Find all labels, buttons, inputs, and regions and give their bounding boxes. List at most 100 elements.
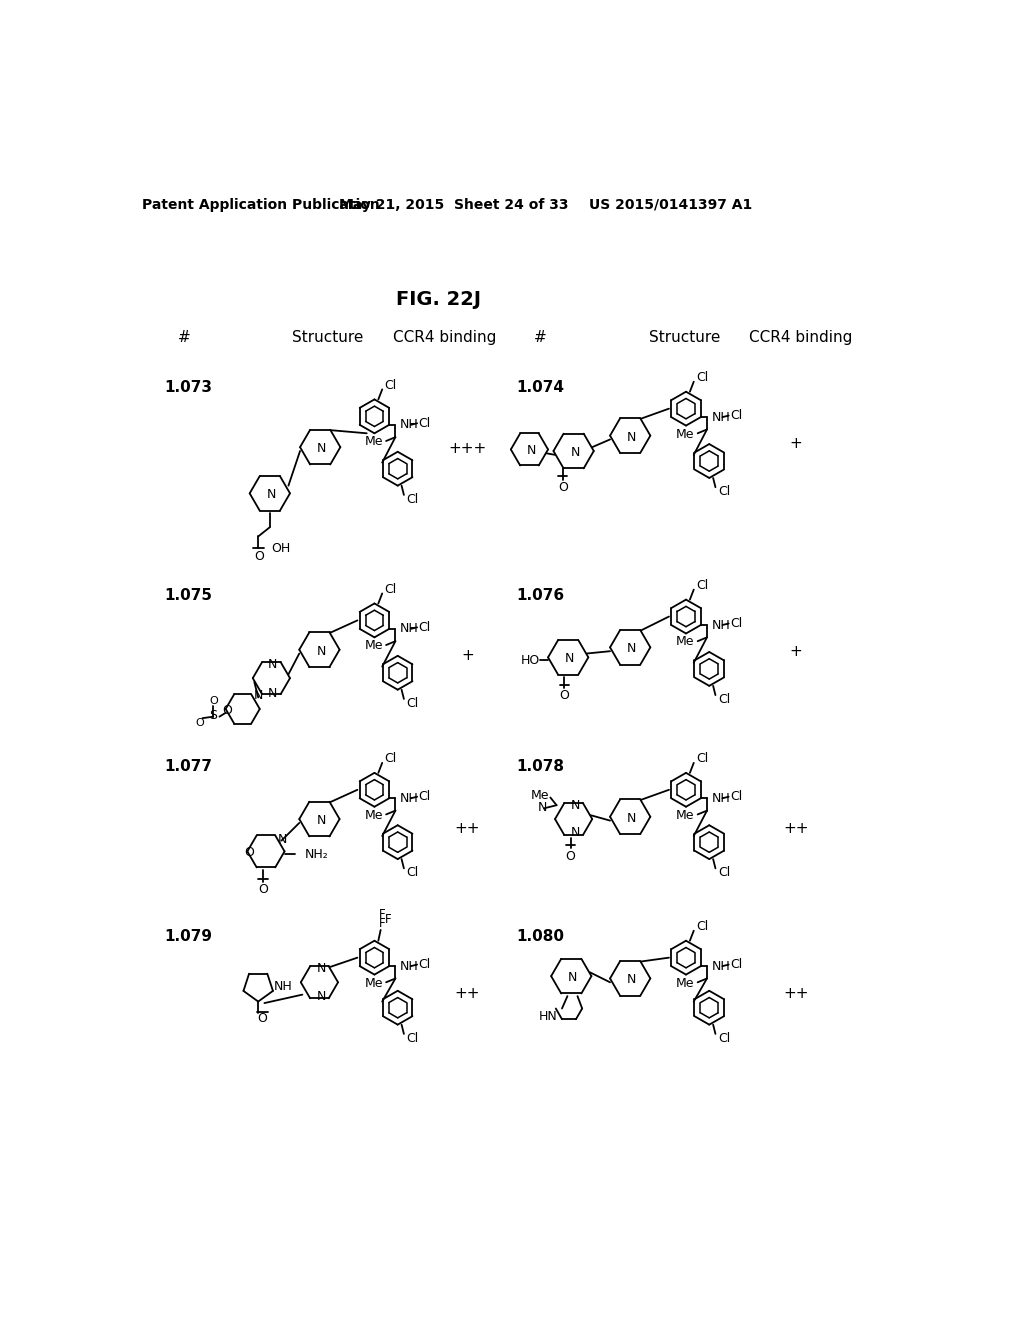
Text: Cl: Cl <box>419 958 431 972</box>
Text: Patent Application Publication: Patent Application Publication <box>142 198 380 211</box>
Text: 1.074: 1.074 <box>516 380 564 396</box>
Text: NH: NH <box>712 792 730 805</box>
Text: Cl: Cl <box>696 579 709 593</box>
Text: Cl: Cl <box>730 791 742 804</box>
Text: N: N <box>254 689 263 702</box>
Text: F: F <box>379 908 386 921</box>
Text: N: N <box>526 445 536 458</box>
Text: NH: NH <box>400 792 419 805</box>
Text: O: O <box>195 718 204 727</box>
Text: N: N <box>570 799 580 812</box>
Text: N: N <box>627 973 637 986</box>
Text: ++: ++ <box>783 821 809 836</box>
Text: Me: Me <box>365 809 383 822</box>
Text: N: N <box>568 972 578 985</box>
Text: Cl: Cl <box>385 379 396 392</box>
Text: May 21, 2015  Sheet 24 of 33: May 21, 2015 Sheet 24 of 33 <box>339 198 568 211</box>
Text: S: S <box>209 709 217 722</box>
Text: NH: NH <box>400 418 419 432</box>
Text: Me: Me <box>676 809 694 822</box>
Text: NH: NH <box>400 622 419 635</box>
Text: Me: Me <box>676 428 694 441</box>
Text: N: N <box>316 814 326 828</box>
Text: 1.077: 1.077 <box>165 759 212 775</box>
Text: O: O <box>558 482 567 495</box>
Text: N: N <box>316 990 326 1003</box>
Text: Cl: Cl <box>718 1032 730 1045</box>
Text: Cl: Cl <box>407 1032 419 1045</box>
Text: O: O <box>258 883 268 896</box>
Text: N: N <box>570 446 580 459</box>
Text: O: O <box>565 850 575 862</box>
Text: N: N <box>278 833 287 846</box>
Text: US 2015/0141397 A1: US 2015/0141397 A1 <box>589 198 752 211</box>
Text: Cl: Cl <box>419 620 431 634</box>
Text: Structure: Structure <box>649 330 720 345</box>
Text: Cl: Cl <box>730 958 742 972</box>
Text: 1.076: 1.076 <box>516 589 564 603</box>
Text: ++: ++ <box>783 986 809 1002</box>
Text: O: O <box>209 696 218 706</box>
Text: O: O <box>257 1012 267 1026</box>
Text: NH: NH <box>273 979 293 993</box>
Text: Me: Me <box>676 635 694 648</box>
Text: 1.073: 1.073 <box>165 380 212 396</box>
Text: N: N <box>268 686 278 700</box>
Text: Cl: Cl <box>407 697 419 710</box>
Text: O: O <box>254 550 264 564</box>
Text: NH₂: NH₂ <box>305 847 329 861</box>
Text: O: O <box>559 689 569 702</box>
Text: N: N <box>266 488 276 502</box>
Text: Cl: Cl <box>419 791 431 804</box>
Text: 1.079: 1.079 <box>165 928 212 944</box>
Text: Cl: Cl <box>718 693 730 706</box>
Text: NH: NH <box>712 960 730 973</box>
Text: Me: Me <box>365 639 383 652</box>
Text: F: F <box>379 917 386 931</box>
Text: N: N <box>627 812 637 825</box>
Text: CCR4 binding: CCR4 binding <box>749 330 852 345</box>
Text: Cl: Cl <box>385 583 396 597</box>
Text: +: + <box>461 648 474 663</box>
Text: Cl: Cl <box>696 752 709 766</box>
Text: Cl: Cl <box>730 616 742 630</box>
Text: N: N <box>570 826 580 840</box>
Text: N: N <box>565 652 574 665</box>
Text: Cl: Cl <box>718 486 730 499</box>
Text: NH: NH <box>712 619 730 631</box>
Text: ++: ++ <box>455 986 480 1002</box>
Text: #: # <box>534 330 547 345</box>
Text: O: O <box>222 704 232 717</box>
Text: Cl: Cl <box>696 920 709 933</box>
Text: Me: Me <box>530 789 549 803</box>
Text: 1.078: 1.078 <box>516 759 564 775</box>
Text: N: N <box>317 442 327 455</box>
Text: Cl: Cl <box>730 409 742 422</box>
Text: Cl: Cl <box>407 866 419 879</box>
Text: Cl: Cl <box>385 752 396 766</box>
Text: Cl: Cl <box>419 417 431 430</box>
Text: Cl: Cl <box>718 866 730 879</box>
Text: Me: Me <box>365 436 383 449</box>
Text: +++: +++ <box>449 441 486 457</box>
Text: N: N <box>268 657 278 671</box>
Text: NH: NH <box>712 411 730 424</box>
Text: +: + <box>790 644 803 659</box>
Text: Me: Me <box>676 977 694 990</box>
Text: Me: Me <box>365 977 383 990</box>
Text: CCR4 binding: CCR4 binding <box>392 330 496 345</box>
Text: N: N <box>316 962 326 975</box>
Text: HO: HO <box>521 653 541 667</box>
Text: #: # <box>177 330 190 345</box>
Text: N: N <box>538 801 547 814</box>
Text: FIG. 22J: FIG. 22J <box>395 290 480 309</box>
Text: O: O <box>244 846 254 859</box>
Text: Structure: Structure <box>292 330 364 345</box>
Text: Cl: Cl <box>407 492 419 506</box>
Text: ++: ++ <box>455 821 480 836</box>
Text: NH: NH <box>400 960 419 973</box>
Text: N: N <box>316 644 326 657</box>
Text: N: N <box>627 643 637 656</box>
Text: 1.080: 1.080 <box>516 928 564 944</box>
Text: OH: OH <box>271 543 291 556</box>
